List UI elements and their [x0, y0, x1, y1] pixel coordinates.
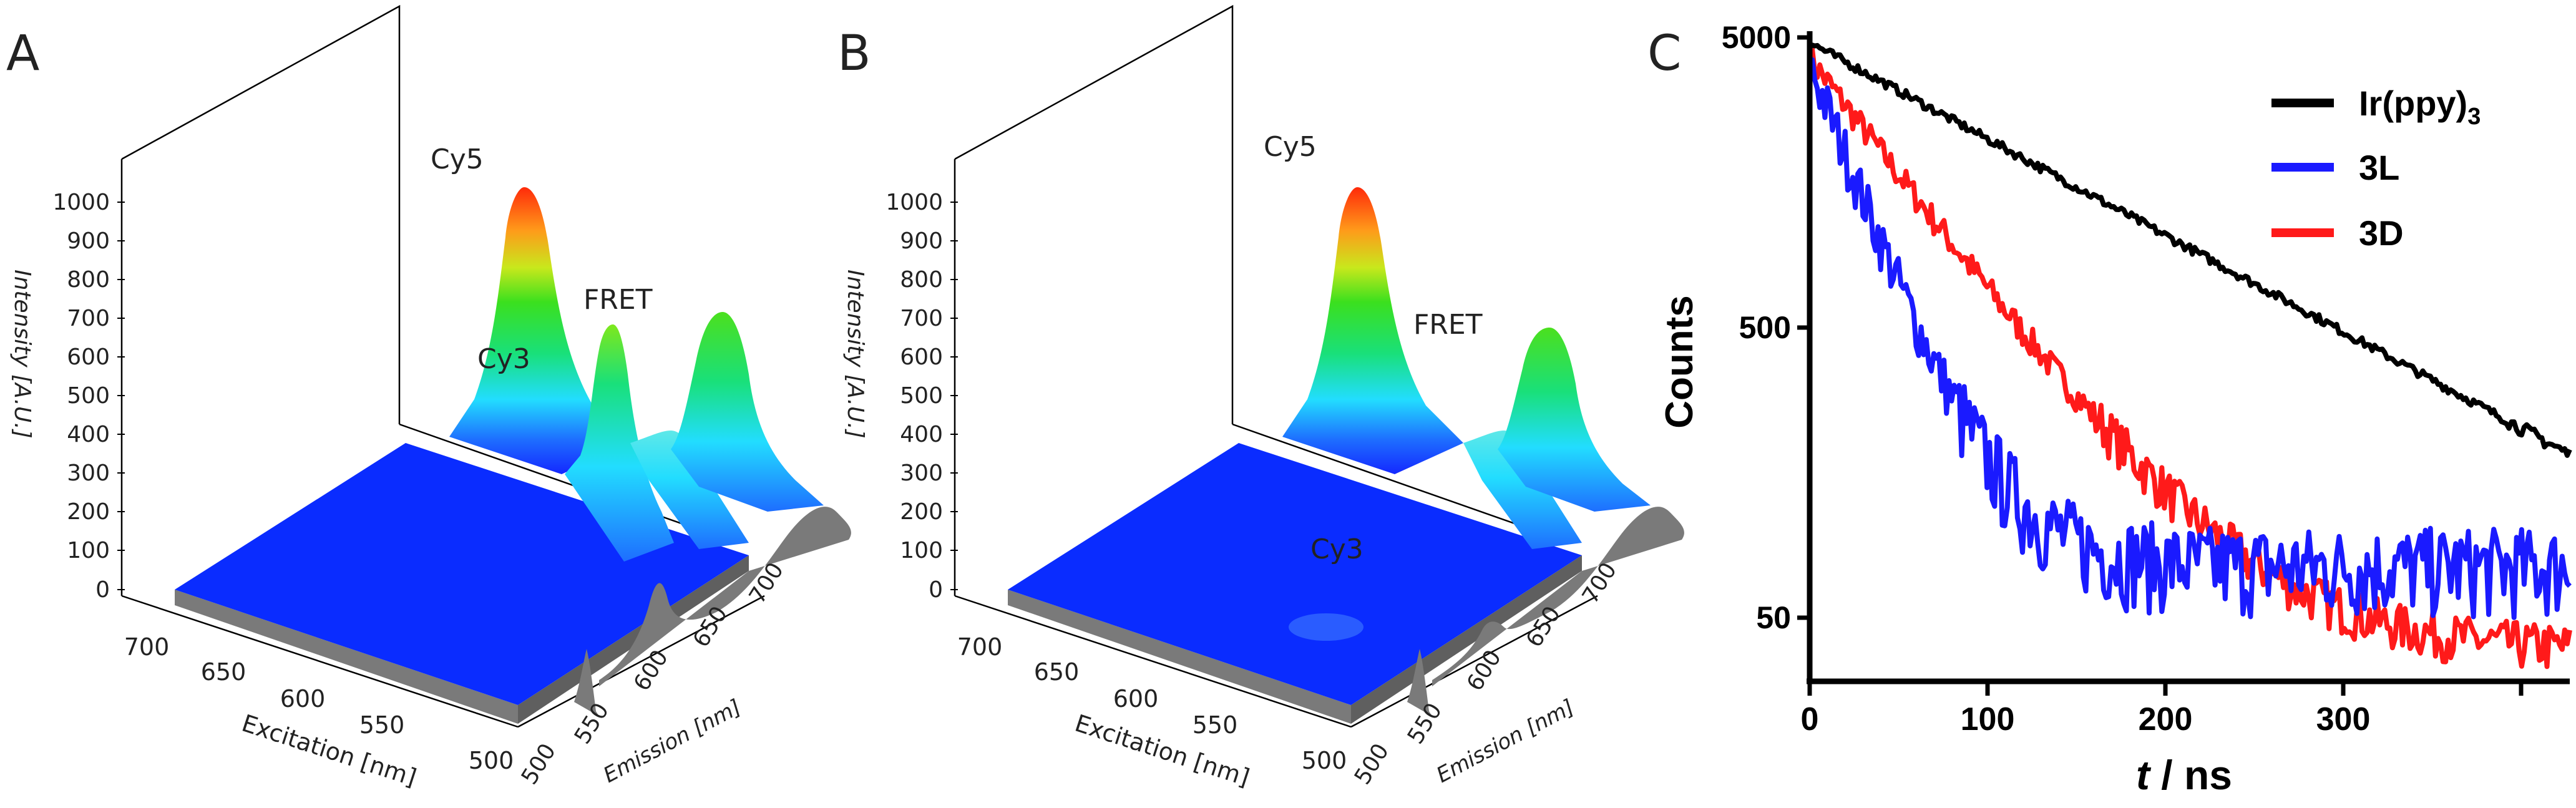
- panel-a-z-tick: 500: [67, 383, 110, 409]
- panel-c-x-label-italic: t: [2136, 752, 2152, 798]
- panel-b-peak-label: Cy3: [1310, 533, 1364, 565]
- panel-b: B 0 100 200 300 400 500: [837, 4, 1684, 792]
- panel-b-z-tick: 400: [900, 422, 943, 447]
- panel-a-label: A: [6, 26, 39, 82]
- panel-a-z-axis: [117, 202, 125, 590]
- panel-a-x-tick: 650: [201, 658, 246, 686]
- panel-c: C 5000 500 50 0 100 200 300 Counts: [1647, 20, 2572, 798]
- panel-b-y-tick: 700: [1578, 558, 1622, 608]
- panel-b-z-tick: 100: [900, 538, 943, 563]
- panel-c-x-tick: 0: [1801, 701, 1819, 737]
- panel-a-frame: [120, 4, 765, 728]
- panel-c-x-tick: 300: [2316, 701, 2371, 737]
- panel-b-x-tick: 550: [1193, 711, 1238, 739]
- panel-c-x-label: t / ns: [2136, 752, 2232, 798]
- panel-a-y-label: Emission [nm]: [599, 694, 745, 788]
- panel-b-z-tick: 900: [900, 228, 943, 254]
- panel-a-z-tick: 200: [67, 499, 110, 525]
- panel-b-x-tick: 600: [1113, 685, 1159, 713]
- panel-a-z-tick: 300: [67, 460, 110, 486]
- panel-c-y-tick: 500: [1739, 310, 1791, 345]
- panel-b-x-tick: 700: [957, 633, 1003, 661]
- legend-label-3l: 3L: [2359, 148, 2399, 187]
- panel-a-x-tick: 600: [280, 685, 326, 713]
- panel-a-y-tick: 550: [570, 699, 614, 749]
- decay-series-3d: [1807, 47, 2572, 669]
- panel-b-peak-label: Cy5: [1264, 131, 1317, 163]
- legend-label-ir-sub: 3: [2467, 104, 2481, 130]
- panel-a-z-tick: 100: [67, 538, 110, 563]
- panel-a-z-tick: 400: [67, 422, 110, 447]
- panel-b-label: B: [837, 26, 871, 82]
- panel-c-y-tick: 5000: [1722, 20, 1791, 55]
- panel-c-x-tick: 200: [2139, 701, 2193, 737]
- panel-a-peak-label: FRET: [583, 284, 653, 316]
- panel-b-z-tick: 600: [900, 344, 943, 370]
- legend-label-ir: Ir(ppy)3: [2359, 84, 2481, 130]
- panel-a-y-tick: 500: [517, 739, 561, 789]
- panel-c-ticks: [1797, 35, 2524, 696]
- panel-a-z-tick: 0: [95, 577, 110, 603]
- panel-a-y-tick: 650: [688, 602, 733, 652]
- panel-b-z-axis: [950, 202, 958, 590]
- panel-a-x-tick: 700: [124, 633, 170, 661]
- panel-b-z-tick: 800: [900, 267, 943, 293]
- panel-c-x-label-rest: / ns: [2150, 752, 2232, 798]
- panel-a-z-tick: 800: [67, 267, 110, 293]
- panel-a-z-tick: 900: [67, 228, 110, 254]
- panel-b-y-tick: 500: [1350, 739, 1394, 789]
- panel-b-z-tick: 1000: [886, 190, 943, 215]
- panel-a-z-label: Intensity [A.U.]: [9, 270, 35, 439]
- panel-c-label: C: [1647, 26, 1681, 82]
- panel-a-x-tick: 500: [469, 747, 514, 774]
- panel-b-y-label: Emission [nm]: [1432, 694, 1578, 788]
- legend-label-ir-main: Ir(ppy): [2359, 84, 2467, 123]
- panel-b-x-tick: 500: [1302, 747, 1347, 774]
- panel-b-z-tick: 300: [900, 460, 943, 486]
- legend-label-3d: 3D: [2359, 213, 2404, 253]
- panel-c-legend: Ir(ppy)3 3L 3D: [2271, 84, 2481, 253]
- panel-b-z-tick: 0: [929, 577, 943, 603]
- panel-a-z-tick: 1000: [52, 190, 110, 215]
- panel-a-peak-label: Cy5: [431, 144, 484, 175]
- decay-series-3l: [1807, 57, 2572, 620]
- panel-a-x-tick: 550: [359, 711, 405, 739]
- panel-a-z-tick: 600: [67, 344, 110, 370]
- panel-a-z-tick: 700: [67, 306, 110, 331]
- panel-b-y-tick: 650: [1521, 602, 1566, 652]
- panel-a-surface: [175, 187, 851, 724]
- panel-a-peak-label: Cy3: [477, 343, 530, 375]
- panel-c-y-label: Counts: [1658, 295, 1701, 429]
- panel-c-y-tick: 50: [1756, 600, 1791, 635]
- panel-a-y-tick: 700: [744, 558, 789, 608]
- panel-b-z-label: Intensity [A.U.]: [842, 270, 868, 439]
- panel-b-surface: [1008, 187, 1684, 724]
- panel-b-z-tick: 700: [900, 306, 943, 331]
- panel-c-series-group: [1807, 42, 2572, 669]
- panel-b-y-tick: 550: [1403, 699, 1447, 749]
- panel-b-x-tick: 650: [1034, 658, 1080, 686]
- panel-c-axes: [1807, 31, 2570, 684]
- panel-b-z-tick: 500: [900, 383, 943, 409]
- panel-b-z-tick: 200: [900, 499, 943, 525]
- panel-b-peak-label: FRET: [1413, 309, 1483, 341]
- panel-c-x-tick: 100: [1961, 701, 2015, 737]
- panel-a: A 0 100 200 300 400: [6, 4, 851, 792]
- decay-series-irppy: [1808, 42, 2572, 458]
